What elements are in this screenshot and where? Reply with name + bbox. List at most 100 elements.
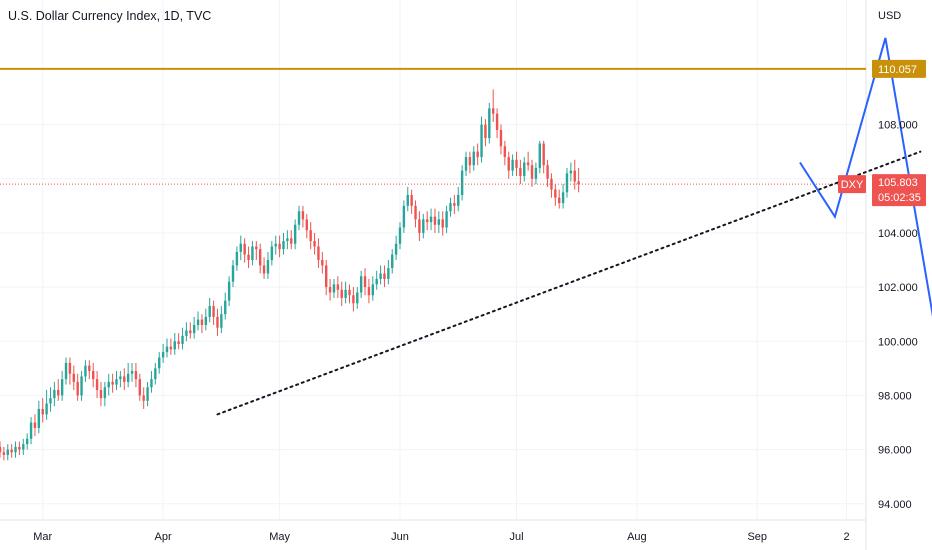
- y-tick-label: 96.000: [878, 445, 912, 457]
- candle-body: [394, 243, 398, 255]
- candle-body: [99, 390, 103, 399]
- candle-body: [262, 265, 266, 274]
- last-price-tag: [872, 174, 926, 207]
- candle-body: [200, 319, 204, 325]
- symbol-badge: [838, 175, 866, 194]
- candle-body: [138, 379, 142, 396]
- candle-body: [14, 446, 17, 453]
- candle-body: [64, 362, 68, 380]
- candle-body: [103, 387, 107, 399]
- drawing-overlays: [0, 37, 932, 416]
- currency-label: USD: [878, 10, 901, 22]
- candle-body: [546, 165, 549, 179]
- candle-body: [561, 192, 565, 204]
- x-tick-label: Aug: [627, 531, 647, 543]
- candle-body: [558, 197, 561, 204]
- candle-body: [340, 289, 343, 298]
- candle-body: [161, 352, 165, 358]
- candle-body: [189, 330, 192, 334]
- y-tick-label: 108.000: [878, 120, 918, 132]
- candle-body: [165, 346, 169, 353]
- candle-body: [33, 422, 37, 428]
- candle-body: [274, 243, 277, 247]
- candle-body: [247, 254, 250, 260]
- x-tick-label: May: [269, 531, 290, 543]
- candle-body: [495, 113, 499, 130]
- candle-body: [511, 159, 514, 171]
- candle-body: [565, 173, 569, 193]
- candle-body: [37, 408, 41, 428]
- y-tick-label: 98.000: [878, 390, 912, 402]
- candle-body: [29, 422, 33, 439]
- candle-body: [309, 230, 312, 242]
- candle-body: [126, 373, 130, 382]
- price-axis[interactable]: 94.000 96.000 98.000 100.000 102.000 104.000 1…: [838, 59, 926, 511]
- candle-body: [107, 381, 110, 388]
- candle-body: [441, 219, 444, 228]
- candle-body: [332, 284, 336, 293]
- chart-title: U.S. Dollar Currency Index, 1D, TVC: [8, 9, 211, 23]
- candle-body: [45, 403, 48, 415]
- candle-body: [251, 246, 254, 260]
- candle-body: [196, 319, 200, 325]
- candle-body: [344, 289, 347, 298]
- y-tick-label: 102.000: [878, 282, 918, 294]
- candle-body: [476, 151, 479, 158]
- candle-body: [111, 381, 114, 385]
- candle-body: [538, 143, 541, 168]
- candle-body: [177, 341, 180, 344]
- candle-body: [305, 219, 308, 231]
- candle-body: [243, 243, 246, 255]
- candle-body: [363, 276, 367, 288]
- resistance-price-tag: [872, 59, 926, 78]
- candle-body: [25, 438, 29, 445]
- candle-body: [297, 211, 301, 225]
- candle-body: [367, 287, 371, 296]
- candle-body: [414, 205, 417, 220]
- candle-body: [523, 162, 526, 177]
- candle-body: [507, 157, 510, 171]
- candle-body: [577, 181, 580, 185]
- candle-body: [313, 241, 316, 247]
- candle-body: [488, 108, 491, 139]
- candle-body: [359, 276, 363, 293]
- candle-body: [53, 390, 56, 399]
- candle-body: [457, 195, 460, 206]
- candle-body: [530, 165, 534, 179]
- candle-body: [235, 251, 239, 266]
- candle-body: [499, 130, 503, 147]
- candle-body: [402, 205, 406, 228]
- candle-body: [258, 249, 262, 266]
- candle-body: [185, 330, 188, 336]
- x-tick-label: Jul: [509, 531, 523, 543]
- candle-body: [278, 243, 281, 250]
- candle-body: [293, 224, 297, 244]
- candle-body: [10, 449, 13, 453]
- candle-body: [123, 376, 126, 382]
- candle-body: [220, 314, 223, 328]
- candle-body: [406, 195, 409, 206]
- projection-path: [799, 37, 932, 317]
- candle-body: [468, 157, 472, 166]
- candle-body: [464, 157, 468, 171]
- symbol-label: DXY: [841, 179, 864, 191]
- candle-body: [348, 289, 351, 296]
- time-axis[interactable]: Mar Apr May Jun Jul Aug Sep 2: [33, 531, 849, 543]
- candle-body: [371, 284, 375, 296]
- candle-body: [542, 143, 545, 166]
- candle-body: [534, 167, 538, 179]
- candle-body: [60, 379, 64, 396]
- candle-body: [119, 376, 122, 380]
- candle-body: [336, 284, 340, 290]
- candle-body: [68, 362, 72, 374]
- candle-body: [0, 446, 2, 453]
- candle-body: [379, 273, 382, 279]
- candle-body: [255, 246, 258, 250]
- resistance-price-label: 110.057: [878, 64, 917, 76]
- y-tick-label: 100.000: [878, 336, 918, 348]
- candle-body: [526, 162, 530, 166]
- candle-body: [115, 379, 118, 385]
- candle-body: [460, 170, 464, 195]
- candle-body: [573, 170, 576, 182]
